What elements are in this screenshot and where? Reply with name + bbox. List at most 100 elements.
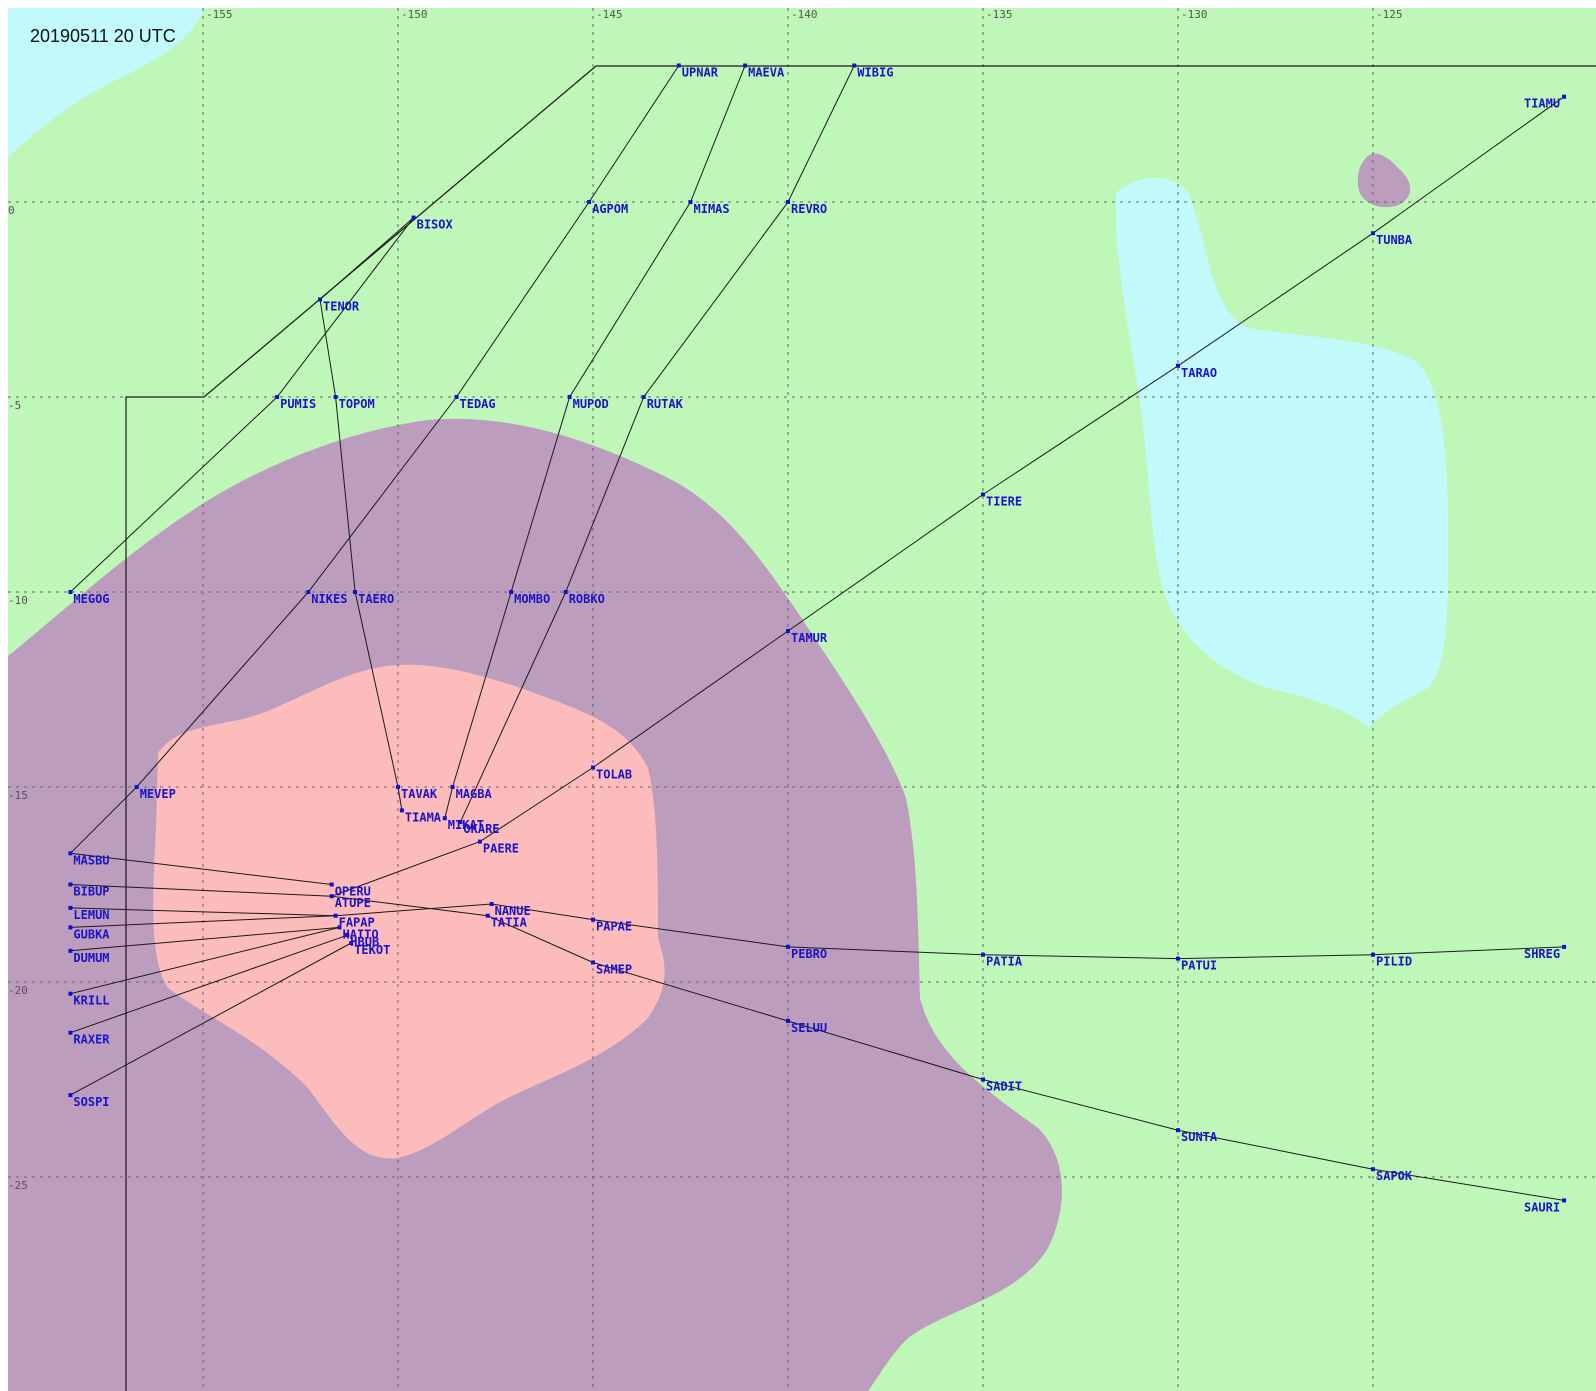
map-canvas[interactable]: -155 -150 -145 -140 -135 -130 -125 0 -5 -10 -15 -20… [8,8,1596,1391]
waypoint-sadit[interactable]: SADIT [981,1077,1022,1094]
waypoint-label: WIBIG [857,66,893,80]
waypoint-marker [981,492,985,497]
waypoint-label: GUBKA [73,927,110,941]
waypoint-magba[interactable]: MAGBA [450,785,493,801]
map-view[interactable]: -155 -150 -145 -140 -135 -130 -125 0 -5 -10 -15 -20… [8,8,1596,1391]
waypoint-label: TAERO [358,592,394,606]
lon-tick-label: -140 [791,8,818,21]
waypoint-tolab[interactable]: TOLAB [591,765,632,782]
waypoint-tiere[interactable]: TIERE [981,492,1022,509]
waypoint-marker [591,960,595,965]
waypoint-mevep[interactable]: MEVEP [134,785,176,801]
waypoint-label: TOLAB [596,768,632,782]
waypoint-tamur[interactable]: TAMUR [786,629,828,645]
waypoint-dumum[interactable]: DUMUM [68,948,110,965]
waypoint-topom[interactable]: TOPOM [333,395,375,411]
waypoint-patia[interactable]: PATIA [981,952,1023,969]
waypoint-marker [454,395,459,399]
waypoint-pilid[interactable]: PILID [1371,952,1412,969]
lat-tick-label: 0 [8,204,15,217]
waypoint-tiama[interactable]: TIAMA [399,808,442,824]
waypoint-marker [786,944,790,949]
waypoint-seluu[interactable]: SELUU [786,1019,827,1035]
waypoint-rutak[interactable]: RUTAK [641,395,684,411]
waypoint-label: SADIT [986,1080,1022,1094]
waypoint-bisox[interactable]: BISOX [411,215,454,232]
waypoint-lemun[interactable]: LEMUN [68,905,110,922]
waypoint-label: NIKES [311,592,347,606]
waypoint-marker [1176,1128,1180,1133]
waypoint-samep[interactable]: SAMEP [591,960,632,977]
waypoint-mupod[interactable]: MUPOD [567,395,609,411]
waypoint-tunba[interactable]: TUNBA [1371,231,1413,247]
waypoint-label: TUNBA [1376,233,1413,247]
waypoint-marker [981,1077,985,1082]
route-line [70,926,340,995]
waypoint-label: BIBUP [73,885,109,899]
waypoint-label: RAXER [73,1033,110,1047]
waypoint-megog[interactable]: MEGOG [68,590,110,606]
waypoint-marker [688,200,693,204]
waypoint-upnar[interactable]: UPNAR [676,63,719,80]
lon-tick-label: -150 [401,8,428,21]
waypoint-marker [477,839,482,844]
waypoint-tavak[interactable]: TAVAK [396,785,438,801]
waypoint-robko[interactable]: ROBKO [563,590,605,606]
waypoint-mombo[interactable]: MOMBO [509,590,550,606]
waypoint-label: PEBRO [791,947,827,961]
waypoint-tarao[interactable]: TARAO [1176,363,1217,380]
waypoint-atupe[interactable]: ATUPE [329,894,371,910]
waypoint-tekot[interactable]: TEKOT [349,941,390,957]
waypoint-paere[interactable]: PAERE [477,839,519,856]
waypoint-pebro[interactable]: PEBRO [786,944,827,961]
waypoint-sospi[interactable]: SOSPI [68,1093,110,1109]
waypoint-label: SELUU [791,1021,827,1035]
waypoint-okare[interactable]: OKARE [458,820,500,836]
waypoint-pumis[interactable]: PUMIS [275,395,316,411]
waypoint-label: TEKOT [354,943,390,957]
waypoint-marker [275,395,280,399]
waypoint-raxer[interactable]: RAXER [68,1030,110,1047]
waypoint-tedag[interactable]: TEDAG [454,395,496,411]
waypoint-sunta[interactable]: SUNTA [1176,1128,1218,1144]
waypoint-wibig[interactable]: WIBIG [852,63,893,80]
waypoint-nanue[interactable]: NANUE [489,902,531,918]
waypoint-marker [442,816,447,821]
waypoint-bibup[interactable]: BIBUP [68,882,110,899]
waypoint-marker [1176,363,1180,368]
waypoint-label: SAMEP [596,963,632,977]
waypoint-agpom[interactable]: AGPOM [587,200,628,216]
waypoint-sapok[interactable]: SAPOK [1371,1167,1413,1183]
waypoint-masbu[interactable]: MASBU [68,851,110,867]
waypoint-mikat[interactable]: MIKAT [442,816,484,832]
waypoint-haito[interactable]: HAITO [337,925,379,941]
waypoint-operu[interactable]: OPERU [329,882,371,899]
waypoint-marker [786,1019,790,1023]
waypoint-sauri[interactable]: SAURI [1524,1198,1567,1214]
waypoint-fapap[interactable]: FAPAP [333,913,375,930]
waypoint-taero[interactable]: TAERO [353,590,394,606]
waypoint-nikes[interactable]: NIKES [306,590,347,606]
waypoint-revro[interactable]: REVRO [786,200,827,216]
waypoint-krill[interactable]: KRILL [68,991,110,1008]
waypoint-mimas[interactable]: MIMAS [688,200,730,216]
waypoint-marker [743,63,748,68]
waypoint-tiamu[interactable]: TIAMU [1524,94,1567,111]
waypoint-label: SAURI [1524,1200,1560,1214]
waypoint-hbub[interactable]: HBUB [345,933,379,949]
waypoint-marker [306,590,311,594]
waypoint-marker [68,590,73,594]
waypoint-shreg[interactable]: SHREG [1524,944,1567,961]
waypoint-label: MAGBA [456,787,493,801]
waypoint-patui[interactable]: PATUI [1176,956,1217,973]
waypoint-tatia[interactable]: TATIA [485,913,528,930]
lon-tick-label: -155 [206,8,233,21]
waypoint-maeva[interactable]: MAEVA [743,63,785,80]
waypoint-papae[interactable]: PAPAE [591,917,632,934]
waypoint-marker [563,590,568,594]
waypoint-label: TIAMU [1524,97,1560,111]
waypoint-tenor[interactable]: TENOR [318,297,360,314]
waypoint-label: PATUI [1181,959,1217,973]
waypoint-marker [396,785,400,789]
waypoint-gubka[interactable]: GUBKA [68,925,110,941]
